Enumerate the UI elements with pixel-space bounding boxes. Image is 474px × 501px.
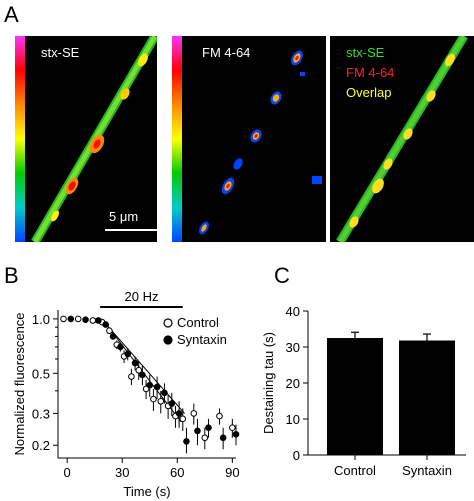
y-tick-label: 0.5 [32,366,50,381]
c-y-tick-label: 0 [293,448,300,463]
bar-control [327,338,383,455]
data-point-control [229,424,236,432]
data-point-syntaxin [82,316,89,323]
legend-marker [163,318,173,328]
panel-label-b: B [4,263,19,288]
data-point-syntaxin [153,383,161,391]
fit-line-syntaxin [101,319,185,414]
image-label-stx-se: stx-SE [41,45,80,60]
data-point-control [142,385,150,393]
data-point-control [157,398,165,405]
y-tick-label: 0.3 [32,406,50,421]
data-point-control [60,315,67,323]
fluorescence-puncta [199,50,322,235]
data-point-control [216,412,223,420]
x-axis-label: Time (s) [123,484,170,499]
x-tick-label: 60 [170,465,184,480]
c-x-tick-label-control: Control [334,463,376,478]
fit-line-control [101,318,182,422]
legend-label-syntaxin: Syntaxin [177,332,227,347]
data-point-syntaxin [161,389,168,397]
data-point-syntaxin [175,410,183,417]
fluorescence-stripe [31,36,157,242]
legend-fm464: FM 4-64 [346,65,395,80]
c-x-tick-label-syntaxin: Syntaxin [402,463,452,478]
data-point-control [89,317,97,324]
data-point-control [150,395,157,403]
c-y-axis-label: Destaining tau (s) [261,332,276,434]
data-point-control [128,373,135,380]
data-point-syntaxin [232,430,240,438]
color-scale-bar [172,36,182,242]
c-y-tick-label: 30 [286,340,300,355]
y-axis-label: Normalized fluorescence [12,312,27,455]
image-label-fm464: FM 4-64 [202,45,251,60]
data-point-control [120,353,128,360]
legend-label-control: Control [177,315,219,330]
data-point-control [179,415,187,423]
y-tick-label: 0.2 [32,438,50,453]
overlay-stripe [336,36,468,242]
x-tick-label: 0 [64,465,71,480]
data-point-syntaxin [146,381,154,389]
legend-stx-se: stx-SE [346,45,385,60]
micrograph-fm464: FM 4-64 [172,36,326,242]
data-point-syntaxin [194,427,201,435]
data-point-control [201,434,209,442]
stimulus-label: 20 Hz [125,289,159,304]
panel-label-a: A [4,2,19,27]
x-tick-label: 90 [225,465,239,480]
legend-overlap: Overlap [346,85,392,100]
data-point-control [74,315,82,323]
micrograph-stx-se: 5 μm stx-SE [15,36,157,242]
micrograph-overlay: stx-SE FM 4-64 Overlap [330,36,474,242]
data-point-syntaxin [205,424,212,432]
data-point-control [172,412,179,420]
scale-bar-label: 5 μm [109,209,139,224]
data-point-syntaxin [139,371,146,379]
data-point-syntaxin [124,350,132,358]
data-point-syntaxin [109,333,117,340]
data-point-control [190,410,198,417]
data-point-syntaxin [131,359,139,367]
x-tick-label: 30 [115,465,129,480]
data-point-syntaxin [183,438,190,445]
data-point-syntaxin [219,434,227,442]
data-point-control [135,366,143,374]
data-point-control [106,327,113,335]
panel-label-c: C [274,263,290,288]
color-scale-bar [15,36,25,242]
data-point-control [98,318,106,326]
c-y-tick-label: 40 [286,304,300,319]
data-point-syntaxin [102,321,110,328]
data-point-syntaxin [67,315,75,323]
bar-syntaxin [399,340,455,455]
data-point-syntaxin [168,400,176,407]
data-point-control [164,402,172,410]
c-y-tick-label: 10 [286,412,300,427]
c-y-tick-label: 20 [286,376,300,391]
data-point-control [113,341,121,348]
y-tick-label: 1.0 [32,312,50,327]
legend-marker [163,335,173,345]
data-point-syntaxin [117,343,124,351]
data-point-syntaxin [95,317,102,324]
